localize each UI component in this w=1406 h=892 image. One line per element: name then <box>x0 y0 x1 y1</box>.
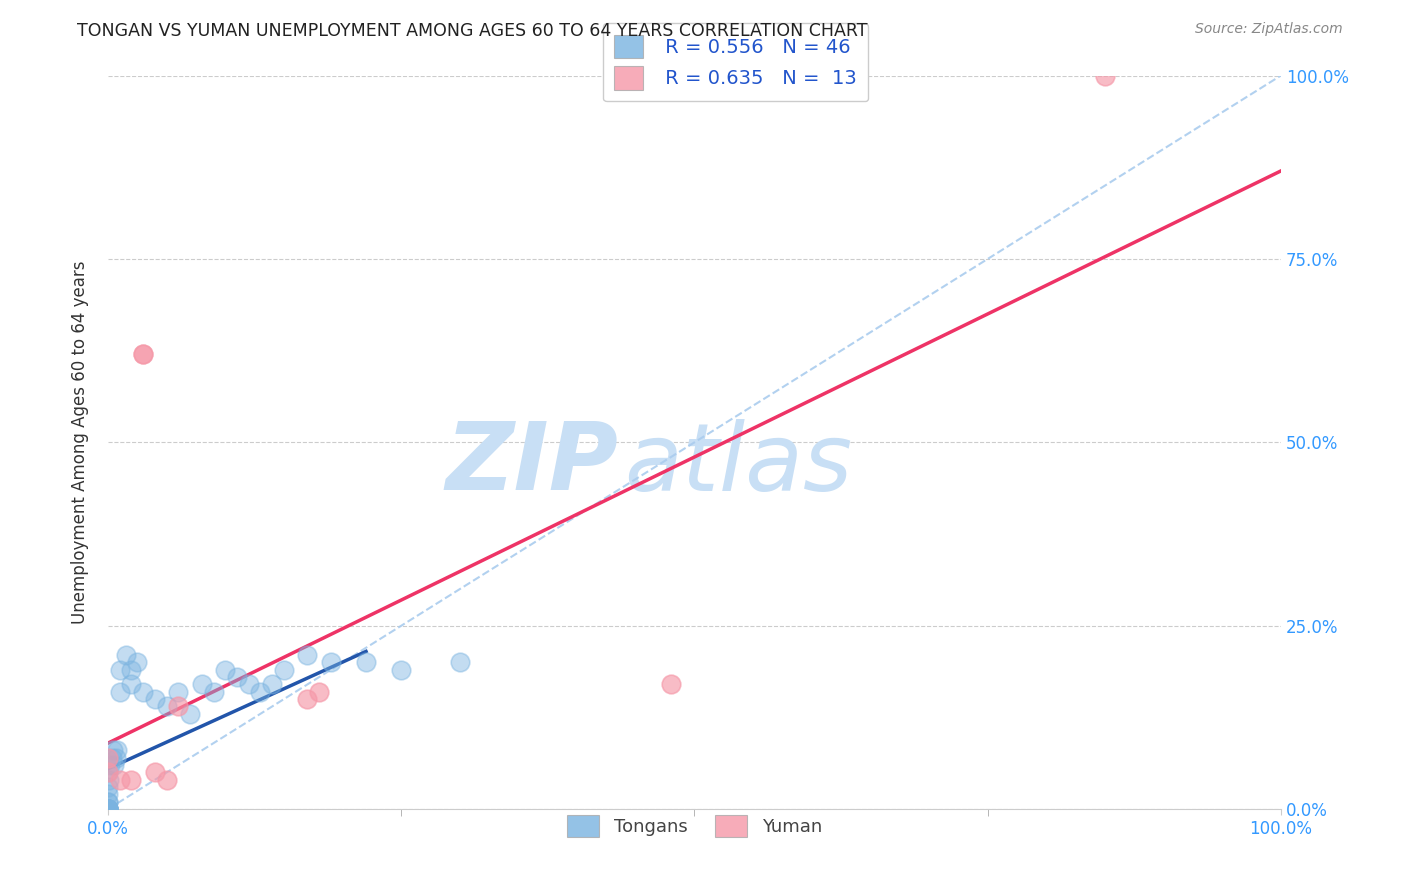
Point <box>97 802 120 816</box>
Point <box>97 802 120 816</box>
Point <box>103 758 125 772</box>
Point <box>97 795 120 809</box>
Point <box>105 751 128 765</box>
Point <box>143 692 166 706</box>
Point <box>202 685 225 699</box>
Point <box>156 772 179 787</box>
Point <box>98 758 121 772</box>
Point <box>1094 69 1116 83</box>
Point <box>273 663 295 677</box>
Point <box>108 685 131 699</box>
Point <box>97 788 120 802</box>
Point <box>97 802 120 816</box>
Point <box>97 751 120 765</box>
Point <box>449 656 471 670</box>
Point <box>98 772 121 787</box>
Point <box>97 780 120 794</box>
Point <box>249 685 271 699</box>
Point <box>97 802 120 816</box>
Point <box>354 656 377 670</box>
Point <box>120 772 142 787</box>
Point <box>191 677 214 691</box>
Point <box>319 656 342 670</box>
Point <box>297 692 319 706</box>
Point <box>97 795 120 809</box>
Point <box>127 656 149 670</box>
Point <box>97 802 120 816</box>
Point <box>132 685 155 699</box>
Point <box>297 648 319 662</box>
Point <box>132 347 155 361</box>
Point <box>120 677 142 691</box>
Point <box>156 699 179 714</box>
Point <box>108 772 131 787</box>
Point <box>226 670 249 684</box>
Point <box>238 677 260 691</box>
Point <box>308 685 330 699</box>
Point <box>105 743 128 757</box>
Point <box>108 663 131 677</box>
Text: atlas: atlas <box>624 419 852 510</box>
Point <box>97 802 120 816</box>
Text: ZIP: ZIP <box>446 418 619 510</box>
Point <box>97 765 120 780</box>
Point <box>167 685 190 699</box>
Point <box>132 347 155 361</box>
Point <box>100 751 122 765</box>
Point <box>97 802 120 816</box>
Point <box>120 663 142 677</box>
Text: TONGAN VS YUMAN UNEMPLOYMENT AMONG AGES 60 TO 64 YEARS CORRELATION CHART: TONGAN VS YUMAN UNEMPLOYMENT AMONG AGES … <box>77 22 868 40</box>
Point <box>262 677 284 691</box>
Y-axis label: Unemployment Among Ages 60 to 64 years: Unemployment Among Ages 60 to 64 years <box>72 260 89 624</box>
Point <box>114 648 136 662</box>
Point <box>97 802 120 816</box>
Point <box>97 802 120 816</box>
Point <box>389 663 412 677</box>
Point <box>179 706 201 721</box>
Point <box>101 743 124 757</box>
Point <box>143 765 166 780</box>
Text: Source: ZipAtlas.com: Source: ZipAtlas.com <box>1195 22 1343 37</box>
Point <box>97 802 120 816</box>
Point <box>659 677 682 691</box>
Point <box>167 699 190 714</box>
Legend: Tongans, Yuman: Tongans, Yuman <box>560 807 830 844</box>
Point <box>214 663 236 677</box>
Point <box>97 765 120 780</box>
